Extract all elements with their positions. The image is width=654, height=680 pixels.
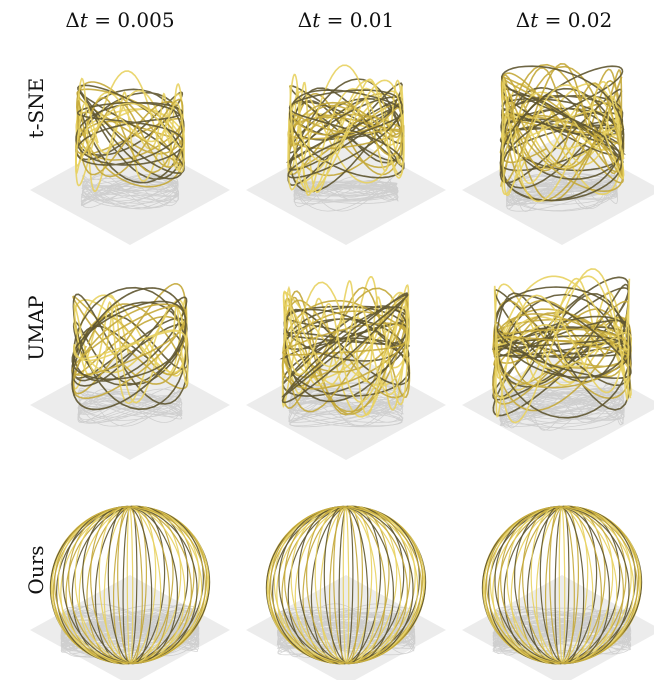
column-header-1: Δt = 0.005 <box>40 8 200 32</box>
col-3-eq: = 0.02 <box>538 8 613 32</box>
trajectory-curves <box>279 275 411 418</box>
panel-tsne-2 <box>246 64 446 245</box>
panel-ours-2 <box>246 505 446 680</box>
col-2-delta: Δ <box>297 8 313 32</box>
trajectory-curves <box>71 282 189 411</box>
column-header-3: Δt = 0.02 <box>484 8 644 32</box>
trajectory-curves <box>481 505 643 665</box>
col-2-var: t <box>312 8 321 32</box>
col-1-eq: = 0.005 <box>87 8 175 32</box>
shadow-curves <box>80 173 180 210</box>
trajectory-curves <box>499 62 626 203</box>
column-header-2: Δt = 0.01 <box>266 8 426 32</box>
panel-ours-3 <box>462 505 654 680</box>
panel-ours-1 <box>30 505 230 680</box>
trajectory-curves <box>285 64 405 196</box>
floor-plane <box>246 135 446 245</box>
col-2-eq: = 0.01 <box>320 8 395 32</box>
shadow-curves <box>293 172 399 212</box>
trajectory-curves <box>75 70 186 193</box>
panel-umap-1 <box>30 282 230 460</box>
col-3-var: t <box>530 8 539 32</box>
trajectory-curves <box>492 268 632 424</box>
col-1-delta: Δ <box>65 8 80 32</box>
panel-umap-2 <box>246 275 446 460</box>
col-3-delta: Δ <box>515 8 531 32</box>
trajectory-curves <box>49 505 211 665</box>
trajectory-curves <box>265 505 427 665</box>
panel-tsne-3 <box>462 62 654 245</box>
panel-tsne-1 <box>30 70 230 245</box>
col-1-var: t <box>79 8 88 32</box>
panel-umap-3 <box>462 268 654 460</box>
